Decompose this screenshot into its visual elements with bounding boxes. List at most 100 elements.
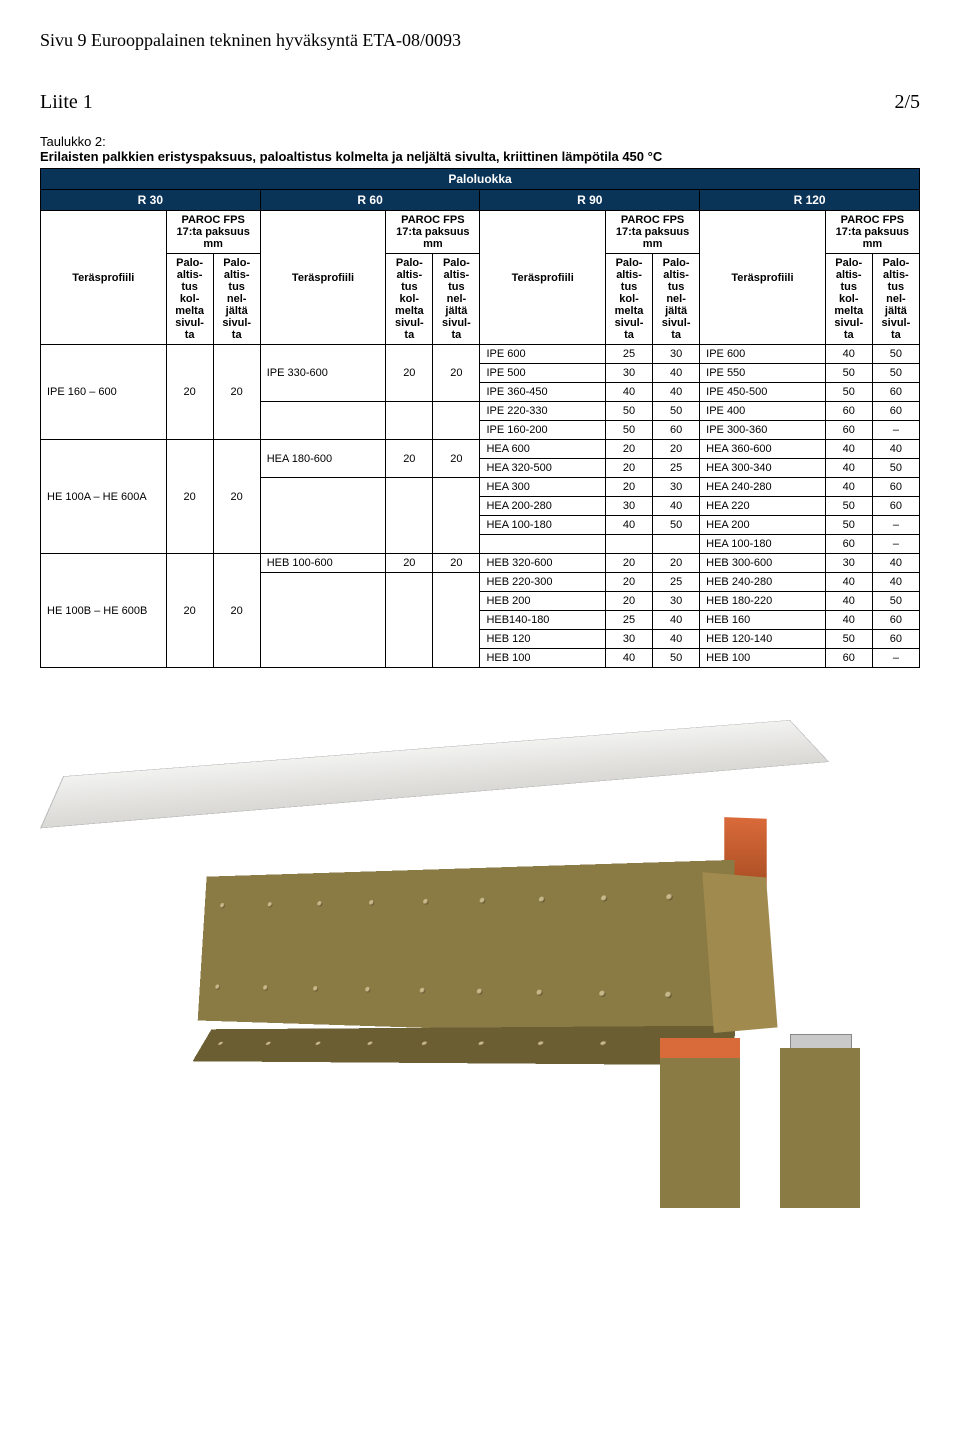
cell-value: 50 [872,592,919,611]
cell-value: 20 [606,459,653,478]
cell-value: 60 [825,649,872,668]
illustration [40,698,920,1218]
fire-table: Paloluokka R 30R 60R 90R 120 Teräsprofii… [40,168,920,668]
cell-value: 30 [606,497,653,516]
cell-value: 30 [653,592,700,611]
cell-profile: HEB 100 [700,649,826,668]
concrete-slab [40,720,829,828]
cell-value [433,573,480,668]
fastener-dot [480,898,486,904]
fireclass-col: R 30 [41,190,261,211]
head-four-sides: Palo-altis-tus nel-jältä sivul-ta [872,254,919,345]
cell-value: 50 [825,516,872,535]
cell-value: 20 [386,345,433,402]
cell-value: 20 [433,440,480,478]
table-row: IPE 160 – 6002020IPE 330-6002020IPE 6002… [41,345,920,364]
cell-value: 60 [653,421,700,440]
cell-profile: HE 100B – HE 600B [41,554,167,668]
fastener-dot [666,894,673,901]
cell-value: 40 [872,573,919,592]
cell-value: 50 [653,402,700,421]
head-three-sides: Palo-altis-tus kol-melta sivul-ta [825,254,872,345]
cell-value: 25 [606,611,653,630]
cell-value [386,478,433,554]
cell-value: 20 [606,478,653,497]
cell-profile: HEA 220 [700,497,826,516]
cell-value: 20 [433,345,480,402]
cell-profile: HEA 100-180 [480,516,606,535]
head-three-sides: Palo-altis-tus kol-melta sivul-ta [386,254,433,345]
cell-value: 25 [653,459,700,478]
cell-value: 40 [825,440,872,459]
cell-value: 40 [653,364,700,383]
fastener-dot [420,988,426,994]
cell-value: 40 [825,611,872,630]
fastener-dot [268,902,273,908]
cell-value [386,573,433,668]
insulation-side [198,860,735,1038]
cell-profile: HEB 120-140 [700,630,826,649]
cell-value: 20 [213,345,260,440]
head-paroc: PAROC FPS 17:ta paksuus mm [166,211,260,254]
cell-profile: HEB 100-600 [260,554,386,573]
fastener-dot [539,896,545,902]
fastener-dot [599,991,606,998]
cell-value: – [872,649,919,668]
fastener-dot [536,990,542,996]
cell-profile: IPE 330-600 [260,345,386,402]
fastener-dot [601,895,607,901]
cell-value: 40 [825,478,872,497]
fastener-dot [317,901,322,907]
cell-profile: HEB140-180 [480,611,606,630]
fastener-dot [215,984,220,990]
cell-profile: HEB 180-220 [700,592,826,611]
table-row: HE 100A – HE 600A2020HEA 180-6002020HEA … [41,440,920,459]
fireclass-head: Paloluokka [41,169,920,190]
cell-value: 50 [825,383,872,402]
head-four-sides: Palo-altis-tus nel-jältä sivul-ta [213,254,260,345]
cell-value: 60 [872,478,919,497]
fireclass-col: R 90 [480,190,700,211]
fastener-dot [421,1041,428,1045]
cell-value: 20 [433,554,480,573]
appendix-left: Liite 1 [40,91,93,114]
head-three-sides: Palo-altis-tus kol-melta sivul-ta [606,254,653,345]
cell-profile: HEA 600 [480,440,606,459]
cell-value: 20 [606,554,653,573]
fastener-dot [217,1042,224,1046]
cell-value [653,535,700,554]
insulation-bottom [193,1026,736,1066]
fastener-dot [263,985,268,991]
cell-profile: IPE 450-500 [700,383,826,402]
fireclass-col: R 120 [700,190,920,211]
cell-value: 40 [825,592,872,611]
cell-value [433,402,480,440]
head-profile: Teräsprofiili [700,211,826,345]
cell-value: 60 [872,611,919,630]
cell-value: 50 [653,516,700,535]
cell-value: 20 [166,345,213,440]
cell-value: 40 [825,345,872,364]
cell-value: 30 [606,364,653,383]
fastener-dot [365,987,371,993]
cell-profile: IPE 160-200 [480,421,606,440]
cell-value: 50 [872,364,919,383]
cell-profile: HEA 300 [480,478,606,497]
insulation-end [702,872,777,1033]
fastener-dot [423,899,429,905]
table-caption: Taulukko 2: Erilaisten palkkien eristysp… [40,134,920,164]
cell-value: 40 [606,649,653,668]
cell-value: 40 [653,497,700,516]
cell-profile: HEB 100 [480,649,606,668]
fastener-dot [477,989,483,995]
cell-value: 20 [606,592,653,611]
cell-value: 60 [872,402,919,421]
cell-profile: IPE 600 [700,345,826,364]
cell-profile: HEA 240-280 [700,478,826,497]
cell-value: 40 [606,516,653,535]
cell-profile: HEB 200 [480,592,606,611]
cell-value: 50 [872,459,919,478]
cell-profile: HEB 120 [480,630,606,649]
fastener-dot [600,1041,607,1046]
cell-profile: HE 100A – HE 600A [41,440,167,554]
